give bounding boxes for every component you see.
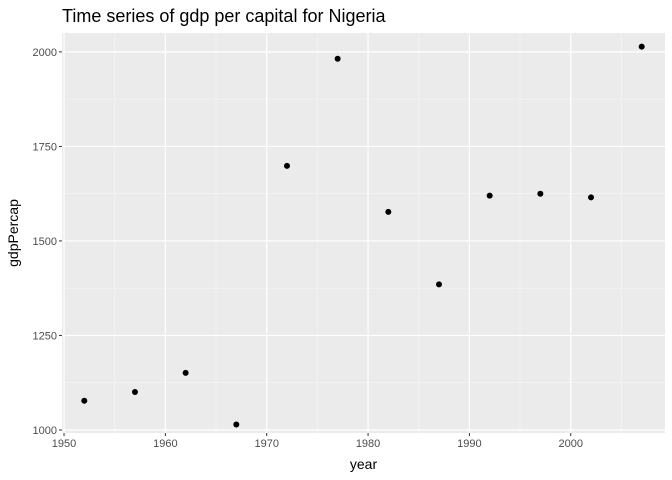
data-point: [283, 162, 290, 169]
y-tick-label: 1500: [33, 236, 57, 248]
data-point: [131, 388, 138, 395]
plot-panel: [62, 33, 665, 433]
data-point: [334, 55, 341, 62]
chart-title: Time series of gdp per capital for Niger…: [62, 6, 386, 26]
data-point: [182, 369, 189, 376]
major-gridlines: [62, 33, 665, 433]
x-tick-label: 1970: [254, 438, 278, 450]
x-tick-label: 1960: [153, 438, 177, 450]
x-axis: 1950 1960 1970 1980 1990 2000: [52, 433, 583, 450]
data-points: [81, 43, 645, 428]
x-axis-title: year: [350, 456, 378, 472]
x-tick-label: 1950: [52, 438, 76, 450]
data-point: [588, 194, 595, 201]
y-tick-label: 1250: [33, 330, 57, 342]
y-tick-label: 2000: [33, 47, 57, 59]
data-point: [436, 281, 443, 288]
y-tick-label: 1750: [33, 141, 57, 153]
y-tick-label: 1000: [33, 425, 57, 437]
data-point: [486, 192, 493, 199]
minor-gridlines: [62, 33, 665, 433]
x-tick-label: 1990: [457, 438, 481, 450]
data-point: [233, 421, 240, 428]
x-tick-label: 1980: [356, 438, 380, 450]
data-point: [537, 190, 544, 197]
data-point: [638, 43, 645, 50]
data-point: [81, 397, 88, 404]
x-tick-label: 2000: [559, 438, 583, 450]
y-axis: 1000 1250 1500 1750 2000: [33, 47, 62, 437]
y-axis-title: gdpPercap: [5, 199, 21, 267]
data-point: [385, 208, 392, 215]
